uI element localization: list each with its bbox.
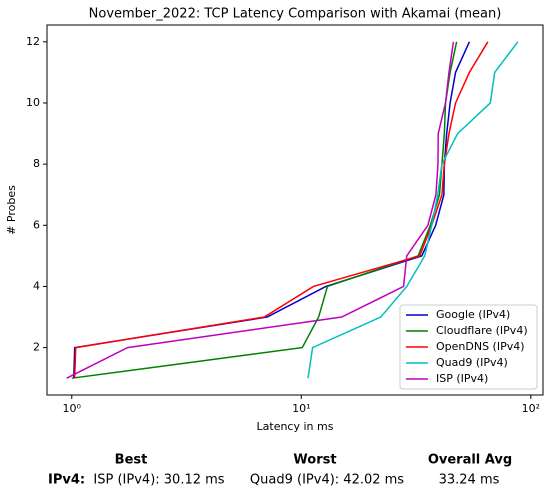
summary-row-label: IPv4: [48,473,85,488]
summary-cell: 33.24 ms [439,473,500,488]
x-tick-label: 10¹ [292,402,310,415]
y-tick-label: 10 [26,96,40,109]
legend-label: OpenDNS (IPv4) [436,340,525,353]
series-line [73,41,489,379]
summary-cell: Quad9 (IPv4): 42.02 ms [250,473,404,488]
summary-header: Best [115,453,148,468]
x-tick-label: 10⁰ [63,402,82,415]
x-tick-label: 10² [522,402,540,415]
y-tick-label: 2 [33,341,40,354]
legend-box [399,304,538,390]
y-tick-label: 8 [33,157,40,170]
summary-header: Overall Avg [428,453,512,468]
y-tick-label: 6 [33,218,40,231]
plot-frame [46,24,544,396]
x-axis-label: Latency in ms [257,420,334,433]
series-line [66,41,455,379]
legend-label: Quad9 (IPv4) [436,356,508,369]
legend-label: Google (IPv4) [436,308,510,321]
summary-header: Worst [293,453,336,468]
y-tick-label: 4 [33,279,40,292]
y-tick-label: 12 [26,35,40,48]
y-axis-label: # Probes [5,185,18,235]
series-line [307,41,519,379]
summary-cell: ISP (IPv4): 30.12 ms [93,473,224,488]
chart-title: November_2022: TCP Latency Comparison wi… [89,7,502,22]
legend-label: Cloudflare (IPv4) [436,324,528,337]
legend-label: ISP (IPv4) [436,372,488,385]
